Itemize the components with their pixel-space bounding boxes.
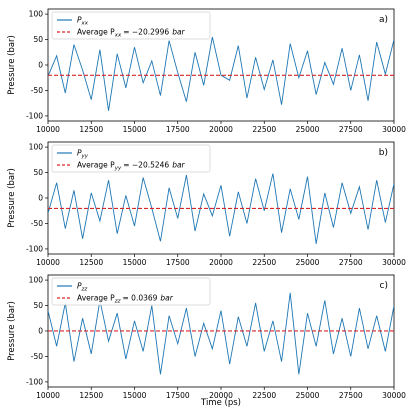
legend-average-unit: bar: [172, 161, 185, 170]
y-tick-label: 0: [38, 327, 43, 336]
panel-zz: -100 -50 0 50 100 10000 12500 15000 17500 20000 22…: [7, 274, 406, 400]
series-line-pyy: [48, 173, 394, 244]
x-tick-label: 20000: [209, 391, 233, 400]
x-tick-label: 15000: [123, 125, 147, 134]
x-tick-label: 27500: [339, 391, 363, 400]
y-tick-label: 50: [33, 168, 43, 177]
y-tick-label: 50: [33, 301, 43, 310]
x-tick-label: 27500: [339, 125, 363, 134]
x-tick-label: 22500: [252, 391, 276, 400]
y-axis-label: Pressure (bar): [7, 301, 17, 361]
y-tick-label: -100: [26, 112, 43, 121]
x-tick-label: 20000: [209, 258, 233, 267]
legend-average-value: = −20.5246: [123, 161, 169, 170]
panel-label: c): [380, 281, 388, 291]
legend-series-subscript: zz: [81, 287, 88, 293]
legend-label-average: Average Pyy = −20.5246 bar: [77, 161, 186, 172]
legend-label-series: Pzz: [77, 282, 87, 293]
panel-yy: -100 -50 0 50 100 10000 12500 15000 17500 20000 22…: [7, 141, 406, 267]
panel-label: a): [379, 15, 388, 25]
x-tick-label: 25000: [296, 125, 320, 134]
y-tick-label: -50: [31, 86, 43, 95]
panel-xx: -100 -50 0 50 100 10000 12500 15000 17500 20000 22…: [7, 8, 406, 134]
x-tick-label: 10000: [36, 391, 60, 400]
x-tick-label: 10000: [36, 258, 60, 267]
x-tick-label: 30000: [382, 125, 406, 134]
x-tick-label: 22500: [252, 258, 276, 267]
legend-label-average: Average Pzz = 0.0369 bar: [77, 294, 174, 305]
x-tick-label: 27500: [339, 258, 363, 267]
x-tick-label: 20000: [209, 125, 233, 134]
series-line-pxx: [48, 36, 394, 111]
x-tick-label: 17500: [166, 258, 190, 267]
legend-average-prefix: Average P: [77, 161, 115, 170]
y-tick-label: 0: [38, 61, 43, 70]
y-tick-label: 100: [29, 143, 44, 152]
legend-average-prefix: Average P: [77, 28, 115, 37]
y-axis-label: Pressure (bar): [7, 35, 17, 95]
y-tick-label: -50: [31, 352, 43, 361]
legend-average-subscript: zz: [114, 299, 121, 305]
x-tick-label: 15000: [123, 391, 147, 400]
panel-label: b): [379, 148, 388, 158]
y-tick-label: -50: [31, 219, 43, 228]
y-tick-label: -100: [26, 378, 43, 387]
y-axis-label: Pressure (bar): [7, 168, 17, 228]
x-tick-label: 17500: [166, 391, 190, 400]
legend-average-value: = −20.2996: [123, 28, 169, 37]
x-tick-label: 17500: [166, 125, 190, 134]
legend-box: [51, 11, 211, 40]
legend-average-value: = 0.0369: [123, 294, 158, 303]
series-line-pzz: [48, 292, 394, 375]
legend-average-unit: bar: [160, 294, 173, 303]
legend-series-symbol: P: [77, 282, 82, 291]
legend-series-subscript: xx: [81, 21, 89, 27]
legend-box: [51, 144, 211, 173]
y-tick-label: 0: [38, 194, 43, 203]
legend-label-series: Pyy: [77, 149, 89, 160]
y-tick-label: 50: [33, 35, 43, 44]
y-tick-label: -100: [26, 245, 43, 254]
legend-average-subscript: xx: [114, 33, 122, 39]
x-tick-label: 25000: [296, 258, 320, 267]
legend-box: [51, 277, 211, 306]
x-tick-label: 12500: [79, 125, 103, 134]
x-tick-label: 30000: [382, 391, 406, 400]
legend-average-subscript: yy: [114, 166, 122, 172]
x-tick-label: 10000: [36, 125, 60, 134]
legend-series-subscript: yy: [81, 154, 89, 160]
x-axis-label: Time (ps): [200, 398, 241, 408]
x-tick-label: 12500: [79, 258, 103, 267]
legend-label-average: Average Pxx = −20.2996 bar: [77, 28, 186, 39]
y-tick-label: 100: [29, 10, 44, 19]
legend-series-symbol: P: [77, 16, 82, 25]
x-tick-label: 25000: [296, 391, 320, 400]
legend-series-symbol: P: [77, 149, 82, 158]
y-tick-label: 100: [29, 276, 44, 285]
legend-average-prefix: Average P: [77, 294, 115, 303]
legend-label-series: Pxx: [77, 16, 89, 27]
x-tick-label: 15000: [123, 258, 147, 267]
x-tick-label: 30000: [382, 258, 406, 267]
legend-average-unit: bar: [172, 28, 185, 37]
x-tick-label: 12500: [79, 391, 103, 400]
x-tick-label: 22500: [252, 125, 276, 134]
